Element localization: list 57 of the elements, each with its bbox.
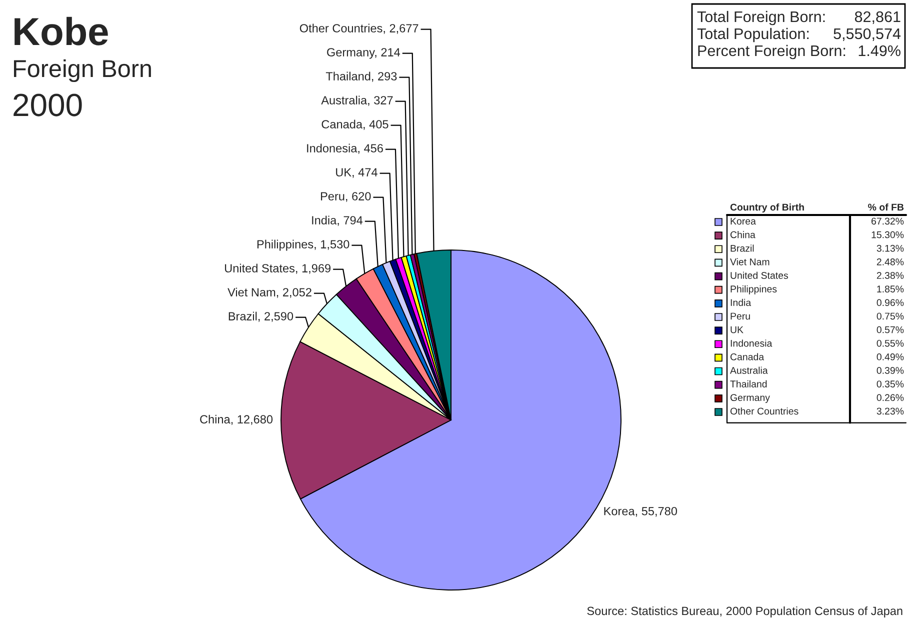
data-label: UK, 474 xyxy=(336,168,378,178)
data-label: Peru, 620 xyxy=(320,192,371,202)
source-note: Source: Statistics Bureau, 2000 Population Census of Japan xyxy=(587,606,902,618)
text: 0.96% xyxy=(876,299,904,306)
legend-label: Other Countries xyxy=(730,407,798,415)
text: 2.38% xyxy=(876,272,904,279)
text: Foreign Born xyxy=(14,59,151,82)
data-label: Viet Nam, 2,052 xyxy=(228,288,312,298)
text: 0.57% xyxy=(876,326,904,334)
data-label: Other Countries, 2,677 xyxy=(300,24,418,34)
text: 82,861 xyxy=(854,11,900,24)
legend-label: United States xyxy=(730,272,788,279)
legend-label: Canada xyxy=(730,353,764,360)
chart-title: Kobe xyxy=(14,16,108,46)
text: 15.30% xyxy=(872,231,904,238)
data-label: United States, 1,969 xyxy=(224,264,330,274)
legend-label: Thailand xyxy=(730,380,767,388)
data-label: Canada, 405 xyxy=(322,120,388,130)
text: 1.49% xyxy=(858,45,900,56)
text: % of FB xyxy=(868,203,904,211)
legend-label: UK xyxy=(730,326,744,334)
text: 0.55% xyxy=(876,340,904,347)
text: 2000 xyxy=(14,94,82,116)
text: 3.23% xyxy=(876,408,904,415)
legend-label: Australia xyxy=(730,366,768,374)
text: 3.13% xyxy=(876,244,904,252)
data-label: India, 794 xyxy=(312,216,363,226)
legend-label: Germany xyxy=(730,394,770,403)
data-label: Philippines, 1,530 xyxy=(257,240,350,251)
text: Total Population: xyxy=(697,28,809,42)
text: 0.35% xyxy=(876,380,904,388)
data-label: Korea, 55,780 xyxy=(604,506,678,517)
legend-label: Peru xyxy=(730,312,750,320)
text: 0.39% xyxy=(876,366,904,374)
text: 2.48% xyxy=(876,258,904,266)
text: Total Foreign Born: xyxy=(697,10,825,26)
text: 0.26% xyxy=(876,394,904,402)
text: 0.49% xyxy=(876,353,904,360)
legend-label: India xyxy=(730,298,752,306)
data-label: Brazil, 2,590 xyxy=(228,312,294,322)
text: 1.85% xyxy=(877,286,904,292)
legend-label: Indonesia xyxy=(730,340,772,347)
legend-title: Country of Birth xyxy=(730,203,804,213)
legend-label: Brazil xyxy=(730,244,754,252)
legend-label: China xyxy=(730,231,756,238)
text: Percent Foreign Born: xyxy=(698,44,846,60)
legend-label: Philippines xyxy=(730,285,777,294)
data-label: China, 12,680 xyxy=(200,414,273,425)
data-label: Australia, 327 xyxy=(321,96,393,106)
data-label: Indonesia, 456 xyxy=(307,144,383,154)
legend-label: Korea xyxy=(730,218,756,225)
legend-label: Viet Nam xyxy=(730,258,770,266)
text: 0.75% xyxy=(876,312,904,320)
data-label: Thailand, 293 xyxy=(326,72,397,82)
text: 67.32% xyxy=(872,218,904,225)
data-label: Germany, 214 xyxy=(327,48,400,59)
text: 5,550,574 xyxy=(834,28,901,41)
